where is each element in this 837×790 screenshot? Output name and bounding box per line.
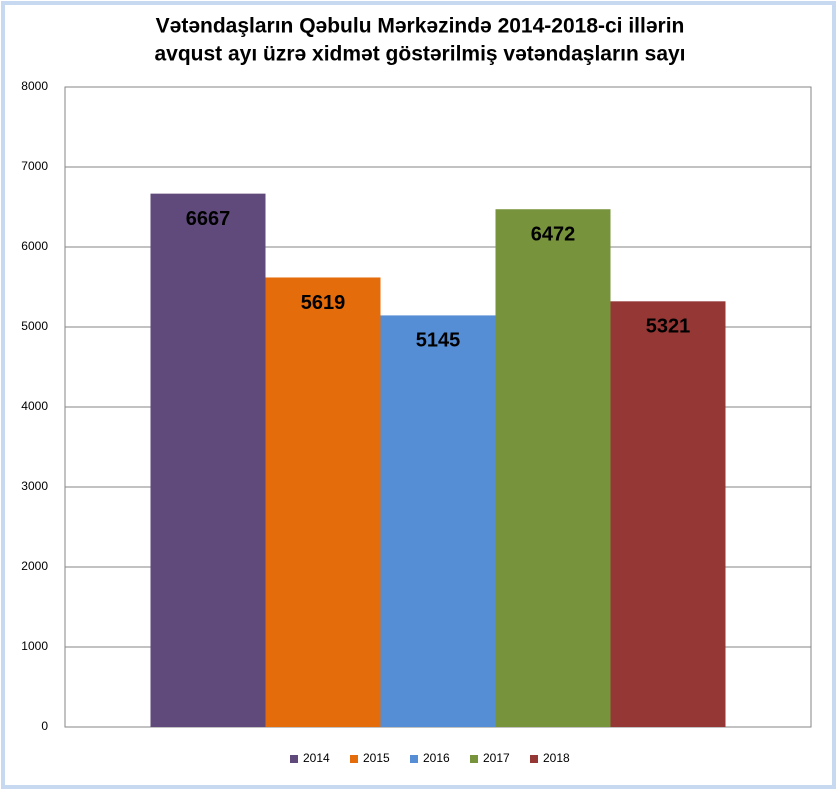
chart-title: avqust ayı üzrə xidmət göstərilmiş vətən… — [154, 43, 685, 66]
bar — [150, 193, 266, 727]
value-label: 6667 — [186, 208, 231, 230]
y-tick-label: 5000 — [21, 319, 48, 333]
y-tick-label: 8000 — [21, 79, 48, 93]
legend-label: 2014 — [303, 751, 330, 765]
bar — [495, 209, 611, 728]
y-tick-label: 6000 — [21, 239, 48, 253]
bar — [610, 301, 726, 727]
legend-label: 2016 — [423, 751, 450, 765]
legend-label: 2015 — [363, 751, 390, 765]
y-tick-label: 7000 — [21, 159, 48, 173]
legend-swatch — [410, 755, 418, 763]
legend-swatch — [350, 755, 358, 763]
y-tick-label: 1000 — [21, 639, 48, 653]
y-tick-label: 4000 — [21, 399, 48, 413]
legend-swatch — [470, 755, 478, 763]
bar — [380, 315, 496, 727]
y-tick-label: 2000 — [21, 559, 48, 573]
value-label: 5321 — [646, 316, 691, 338]
value-label: 6472 — [531, 224, 576, 246]
legend-label: 2017 — [483, 751, 510, 765]
value-label: 5145 — [416, 330, 461, 352]
legend-swatch — [290, 755, 298, 763]
bar — [265, 277, 381, 727]
chart-title: Vətəndaşların Qəbulu Mərkəzində 2014-201… — [156, 15, 685, 38]
y-tick-label: 3000 — [21, 479, 48, 493]
value-label: 5619 — [301, 292, 346, 314]
legend-swatch — [530, 755, 538, 763]
y-tick-label: 0 — [41, 719, 48, 733]
legend-label: 2018 — [543, 751, 570, 765]
